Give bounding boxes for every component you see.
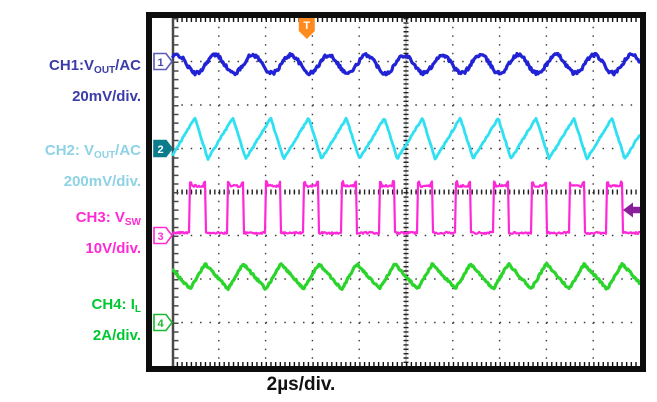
ch4-label-name: CH4: IL: [91, 296, 141, 315]
scope-display-frame: 1 2 3 4 T: [146, 12, 646, 372]
ch3-flag-digit: 3: [157, 231, 163, 243]
ch1-zero-marker[interactable]: 1: [153, 52, 173, 71]
ch2-label-scale: 200mV/div.: [63, 173, 141, 190]
trigger-flag-glyph: T: [303, 20, 310, 32]
ch1-trace: [170, 51, 640, 77]
ch3-label-scale: 10V/div.: [85, 240, 141, 257]
ch1-flag-shape: [153, 52, 173, 71]
graticule-grid: [171, 18, 640, 366]
ch2-label: CH2: VOUT/AC 200mV/div.: [0, 138, 141, 195]
ch2-flag-digit: 2: [157, 144, 163, 156]
ch2-zero-marker[interactable]: 2: [153, 139, 173, 158]
ch4-flag-digit: 4: [157, 318, 164, 330]
trigger-flag-body: [298, 18, 315, 31]
trigger-flag-tip: [298, 31, 315, 39]
ch4-flag-shape: [153, 313, 173, 332]
timebase-label: 2µs/div.: [266, 374, 336, 395]
ch3-label-name: CH3: VSW: [75, 209, 141, 228]
ch1-label-scale: 20mV/div.: [72, 88, 141, 105]
trigger-position-marker[interactable]: T: [298, 18, 315, 39]
ch2-trace: [170, 116, 640, 161]
ch3-label: CH3: VSW 10V/div.: [0, 205, 141, 262]
ch2-label-name: CH2: VOUT/AC: [44, 142, 141, 161]
ch2-flag-shape: [153, 139, 173, 158]
ch1-label: CH1:VOUT/AC 20mV/div.: [0, 53, 141, 110]
ch4-label: CH4: IL 2A/div.: [0, 292, 141, 349]
ch4-trace: [171, 261, 640, 291]
ch3-trace: [171, 179, 640, 235]
ch3-flag-shape: [153, 226, 173, 245]
ch1-flag-digit: 1: [157, 57, 163, 69]
ch4-zero-marker[interactable]: 4: [153, 313, 173, 332]
scope-graticule: 1 2 3 4 T: [153, 18, 640, 366]
ch1-label-name: CH1:VOUT/AC: [49, 57, 141, 76]
trigger-level-arrow[interactable]: [623, 202, 640, 218]
ch4-label-scale: 2A/div.: [92, 327, 141, 344]
ch3-zero-marker[interactable]: 3: [153, 226, 173, 245]
